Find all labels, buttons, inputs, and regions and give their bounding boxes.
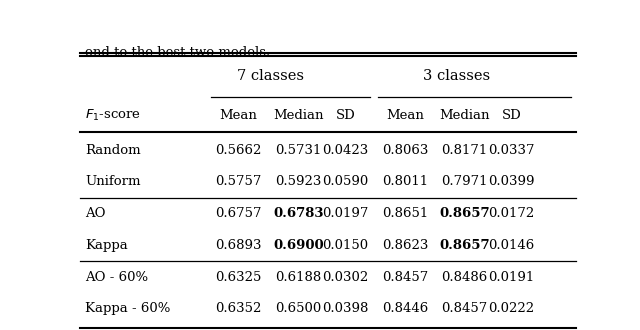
Text: 0.7971: 0.7971 xyxy=(441,176,488,188)
Text: 0.8171: 0.8171 xyxy=(441,144,488,157)
Text: ond to the best two models.: ond to the best two models. xyxy=(85,46,270,59)
Text: Random: Random xyxy=(85,144,141,157)
Text: 0.8011: 0.8011 xyxy=(382,176,428,188)
Text: 0.6893: 0.6893 xyxy=(216,239,262,252)
Text: 7 classes: 7 classes xyxy=(237,69,305,83)
Text: Median: Median xyxy=(273,109,323,122)
Text: 0.8657: 0.8657 xyxy=(439,207,490,220)
Text: 0.8651: 0.8651 xyxy=(381,207,428,220)
Text: 0.6352: 0.6352 xyxy=(216,303,262,315)
Text: 0.8446: 0.8446 xyxy=(381,303,428,315)
Text: Kappa: Kappa xyxy=(85,239,128,252)
Text: 0.6783: 0.6783 xyxy=(273,207,323,220)
Text: 0.0222: 0.0222 xyxy=(488,303,534,315)
Text: Mean: Mean xyxy=(386,109,424,122)
Text: 0.0423: 0.0423 xyxy=(322,144,369,157)
Text: 0.8657: 0.8657 xyxy=(439,239,490,252)
Text: AO - 60%: AO - 60% xyxy=(85,271,148,284)
Text: 0.0590: 0.0590 xyxy=(322,176,369,188)
Text: 0.8486: 0.8486 xyxy=(441,271,488,284)
Text: 0.0146: 0.0146 xyxy=(488,239,534,252)
Text: SD: SD xyxy=(502,109,522,122)
Text: 0.6188: 0.6188 xyxy=(275,271,321,284)
Text: 0.5662: 0.5662 xyxy=(216,144,262,157)
Text: 3 classes: 3 classes xyxy=(424,69,490,83)
Text: 0.0197: 0.0197 xyxy=(322,207,369,220)
Text: 0.6900: 0.6900 xyxy=(273,239,324,252)
Text: 0.6325: 0.6325 xyxy=(216,271,262,284)
Text: SD: SD xyxy=(335,109,355,122)
Text: Uniform: Uniform xyxy=(85,176,140,188)
Text: 0.0302: 0.0302 xyxy=(322,271,369,284)
Text: Kappa - 60%: Kappa - 60% xyxy=(85,303,170,315)
Text: 0.8063: 0.8063 xyxy=(381,144,428,157)
Text: 0.0337: 0.0337 xyxy=(488,144,535,157)
Text: 0.6757: 0.6757 xyxy=(216,207,262,220)
Text: 0.8457: 0.8457 xyxy=(381,271,428,284)
Text: Mean: Mean xyxy=(220,109,258,122)
Text: 0.5923: 0.5923 xyxy=(275,176,321,188)
Text: 0.0191: 0.0191 xyxy=(488,271,534,284)
Text: 0.6500: 0.6500 xyxy=(275,303,321,315)
Text: Median: Median xyxy=(439,109,490,122)
Text: 0.0150: 0.0150 xyxy=(323,239,369,252)
Text: 0.0398: 0.0398 xyxy=(322,303,369,315)
Text: 0.0172: 0.0172 xyxy=(488,207,534,220)
Text: $F_1$-score: $F_1$-score xyxy=(85,108,141,123)
Text: 0.5757: 0.5757 xyxy=(216,176,262,188)
Text: AO: AO xyxy=(85,207,106,220)
Text: 0.0399: 0.0399 xyxy=(488,176,535,188)
Text: 0.8457: 0.8457 xyxy=(441,303,488,315)
Text: 0.5731: 0.5731 xyxy=(275,144,321,157)
Text: 0.8623: 0.8623 xyxy=(381,239,428,252)
